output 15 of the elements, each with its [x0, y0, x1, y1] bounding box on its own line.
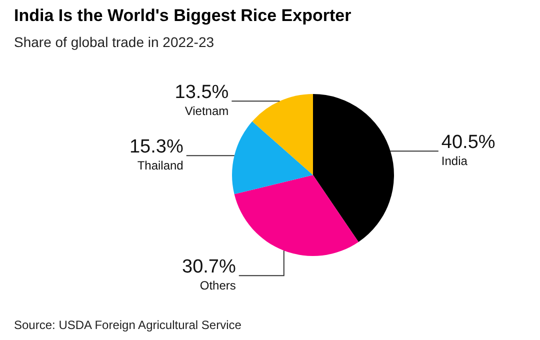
- pie-slice: [252, 94, 313, 175]
- data-label: 40.5%: [441, 132, 496, 154]
- pie-slice: [313, 94, 394, 242]
- data-label: 15.3%: [129, 136, 184, 158]
- pie-slice: [232, 121, 313, 194]
- data-label: 30.7%: [182, 256, 236, 278]
- slice-label: Vietnam: [184, 104, 229, 118]
- data-label: 13.5%: [174, 82, 229, 104]
- pie-slice: [234, 175, 359, 256]
- slice-label: Thailand: [137, 158, 184, 173]
- chart-subtitle: Share of global trade in 2022-23: [14, 34, 214, 50]
- source-note: Source: USDA Foreign Agricultural Service: [14, 318, 242, 332]
- chart-title: India Is the World's Biggest Rice Exporter: [14, 6, 352, 26]
- slice-label: India: [441, 154, 468, 168]
- slice-label: Others: [200, 278, 236, 293]
